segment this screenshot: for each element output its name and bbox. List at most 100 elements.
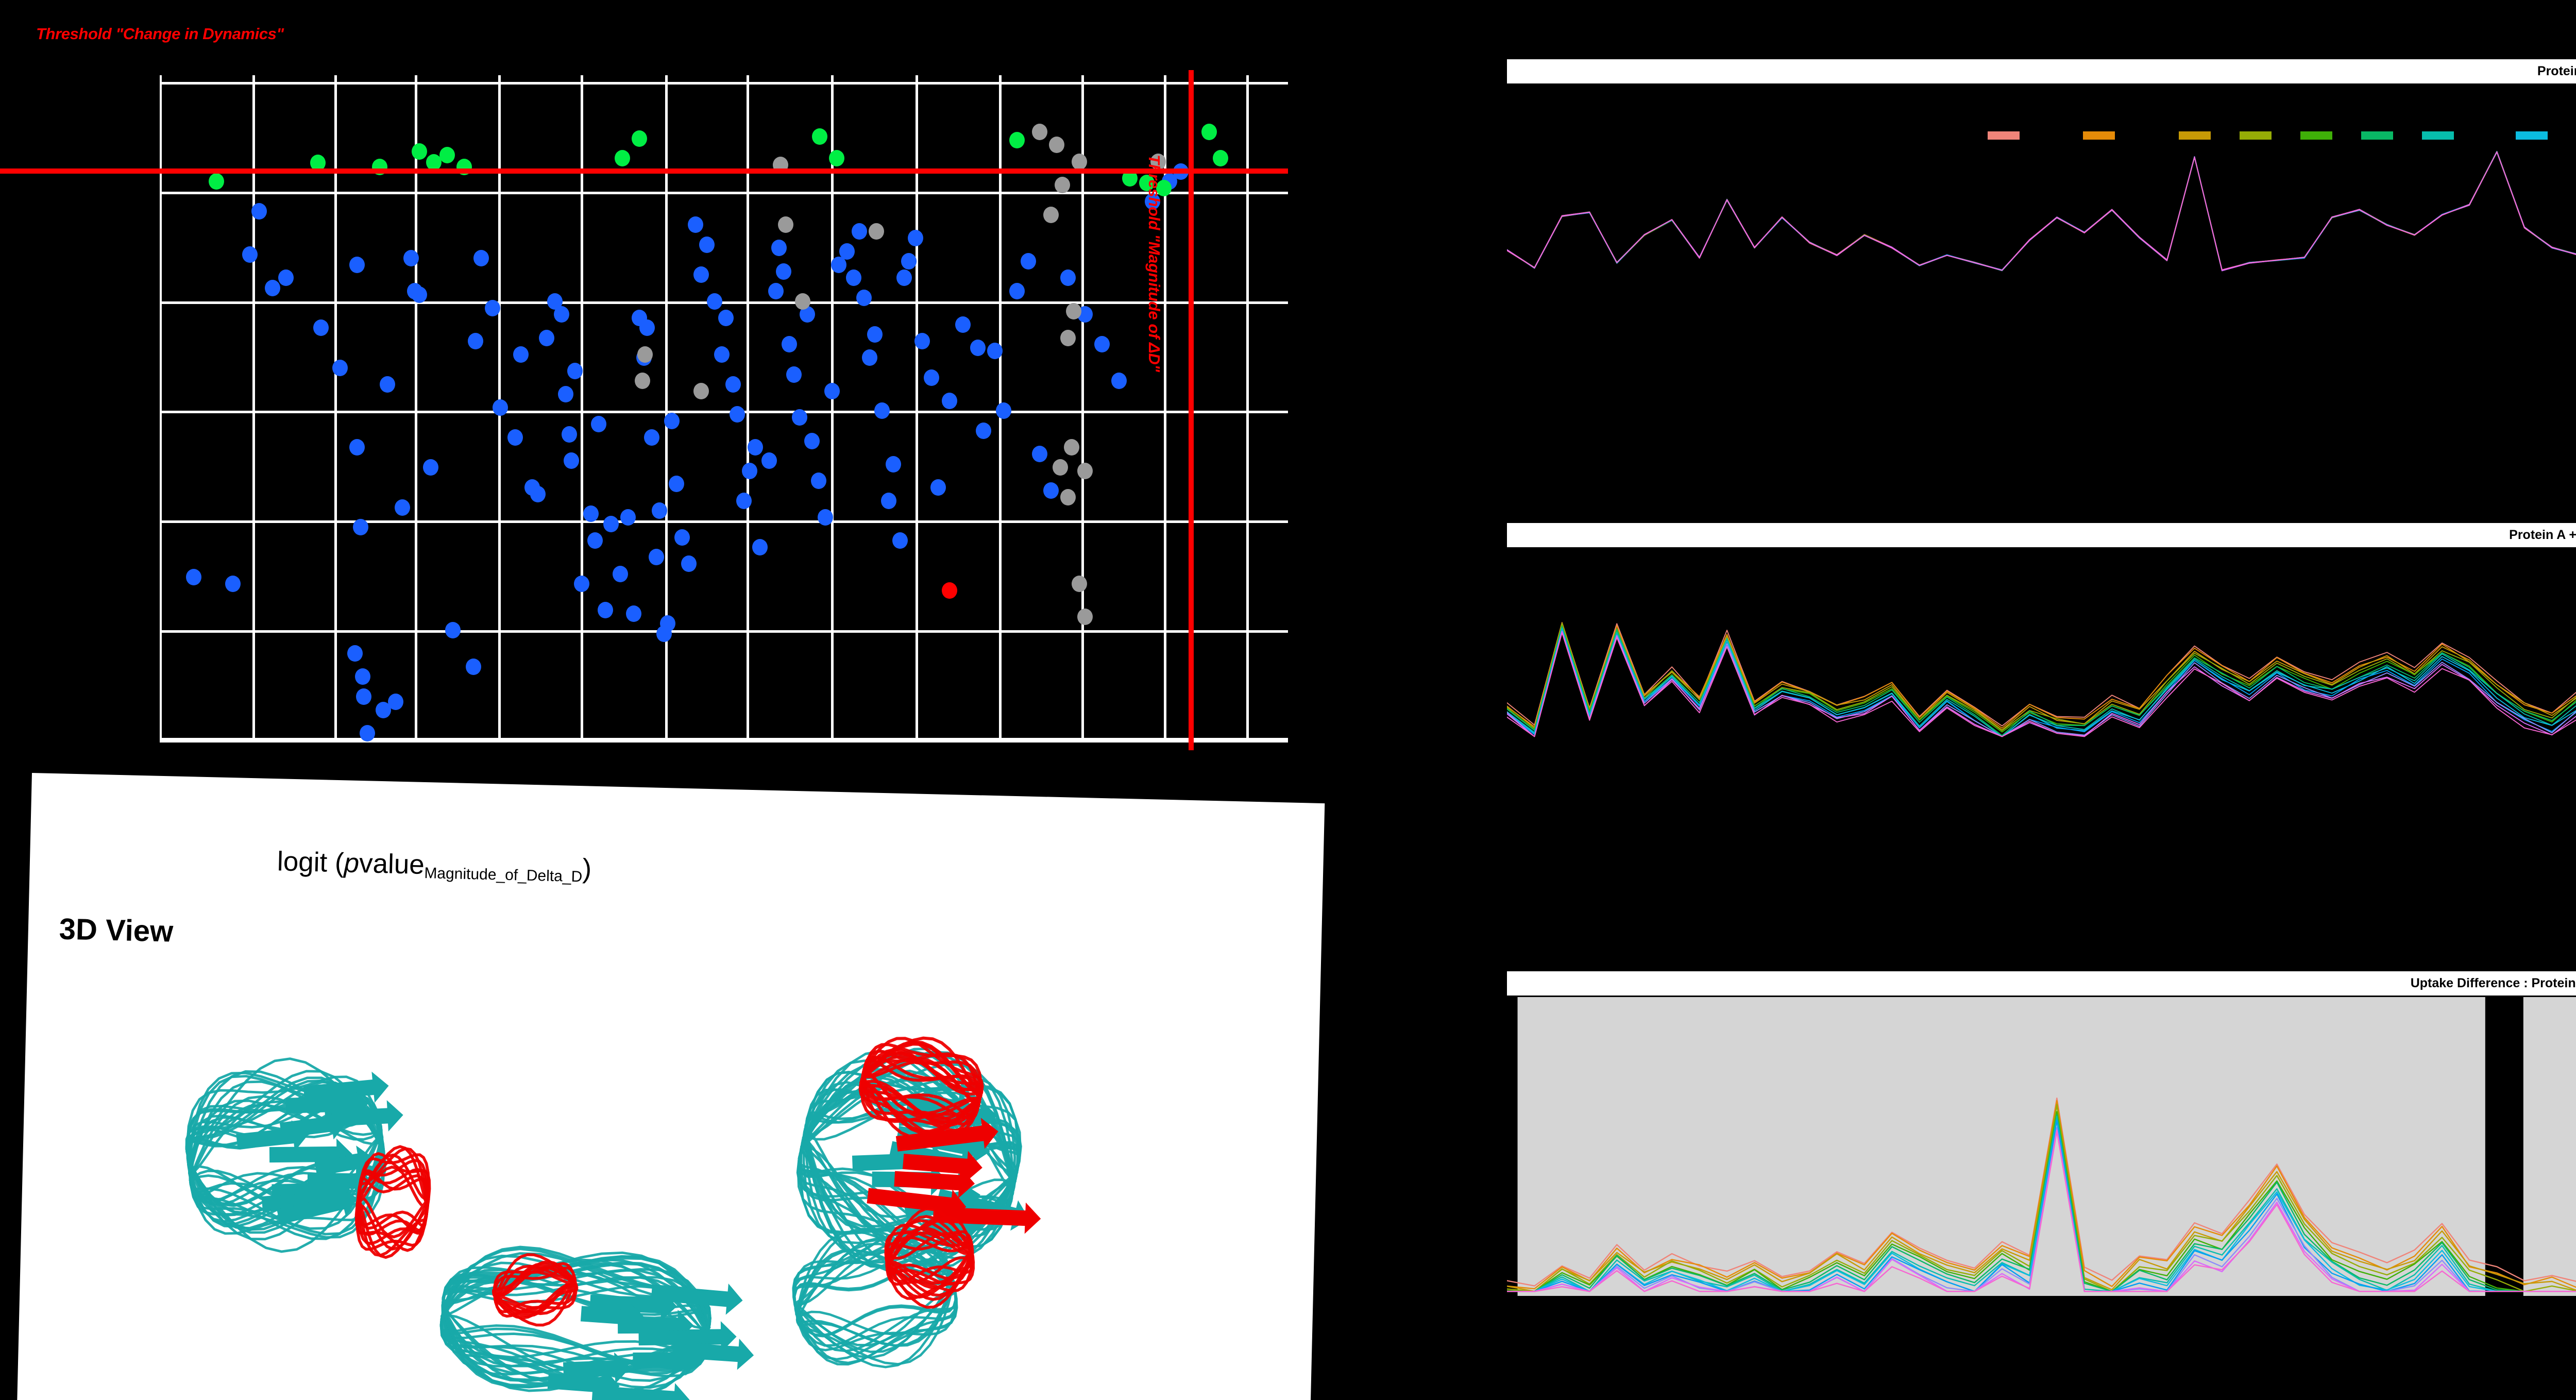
volcano-point[interactable] — [812, 128, 828, 145]
volcano-plot-area[interactable] — [0, 70, 1288, 750]
volcano-point[interactable] — [465, 659, 481, 676]
volcano-point[interactable] — [473, 249, 489, 266]
volcano-point[interactable] — [908, 230, 924, 247]
volcano-point[interactable] — [1065, 302, 1081, 319]
volcano-point[interactable] — [587, 532, 603, 549]
volcano-point[interactable] — [439, 146, 455, 163]
volcano-point[interactable] — [669, 476, 685, 493]
volcano-point[interactable] — [411, 286, 427, 303]
volcano-point[interactable] — [185, 568, 201, 585]
legend-swatch-5[interactable] — [2361, 131, 2393, 140]
legend-swatch-6[interactable] — [2422, 131, 2454, 140]
volcano-point[interactable] — [1055, 176, 1070, 193]
legend-swatch-7[interactable] — [2516, 131, 2548, 140]
legend-swatch-3[interactable] — [2240, 131, 2272, 140]
3d-view-panel[interactable]: logit (pvalueMagnitude_of_Delta_D) 3D Vi… — [16, 773, 1325, 1400]
panel-protein-a-plot[interactable] — [1507, 85, 2576, 276]
volcano-point[interactable] — [625, 605, 641, 622]
volcano-point[interactable] — [693, 382, 709, 399]
legend-swatch-0[interactable] — [1988, 131, 2020, 140]
volcano-point[interactable] — [620, 509, 636, 526]
volcano-point[interactable] — [352, 519, 368, 536]
volcano-point[interactable] — [1043, 206, 1059, 223]
timepoint-legend[interactable] — [1958, 126, 2576, 145]
volcano-point[interactable] — [845, 269, 861, 286]
volcano-point[interactable] — [332, 359, 348, 376]
volcano-point[interactable] — [558, 386, 574, 403]
volcano-point[interactable] — [901, 253, 917, 270]
volcano-point[interactable] — [539, 329, 555, 346]
volcano-point[interactable] — [1150, 153, 1166, 170]
volcano-point[interactable] — [829, 150, 844, 167]
volcano-point[interactable] — [278, 269, 294, 286]
volcano-point[interactable] — [659, 615, 675, 632]
volcano-point[interactable] — [810, 472, 826, 489]
volcano-point[interactable] — [313, 319, 329, 336]
volcano-point[interactable] — [394, 499, 410, 516]
volcano-point[interactable] — [426, 154, 442, 171]
legend-swatch-2[interactable] — [2179, 131, 2211, 140]
volcano-point[interactable] — [567, 363, 583, 380]
panel-protein-a-ligand[interactable]: Protein A + Ligand — [1507, 523, 2576, 739]
volcano-point[interactable] — [688, 216, 704, 233]
volcano-point[interactable] — [631, 130, 647, 147]
volcano-point[interactable] — [380, 376, 396, 393]
volcano-point[interactable] — [387, 694, 403, 711]
volcano-point[interactable] — [693, 266, 709, 283]
volcano-point[interactable] — [730, 406, 745, 423]
volcano-point[interactable] — [975, 423, 991, 440]
volcano-point[interactable] — [411, 143, 427, 160]
volcano-point[interactable] — [987, 343, 1003, 360]
volcano-point[interactable] — [355, 668, 371, 685]
volcano-point[interactable] — [507, 429, 523, 446]
volcano-point[interactable] — [445, 622, 461, 639]
volcano-point[interactable] — [468, 333, 484, 349]
volcano-point[interactable] — [664, 412, 680, 429]
volcano-point[interactable] — [349, 256, 365, 273]
volcano-point[interactable] — [736, 492, 752, 509]
volcano-point[interactable] — [485, 299, 501, 316]
volcano-point[interactable] — [530, 485, 546, 502]
panel-uptake-difference[interactable]: Uptake Difference : Protein A - (Protein… — [1507, 971, 2576, 1296]
volcano-point[interactable] — [761, 452, 777, 469]
volcano-point[interactable] — [1049, 137, 1065, 154]
volcano-point[interactable] — [1052, 459, 1068, 476]
volcano-point[interactable] — [885, 456, 901, 473]
volcano-point[interactable] — [1201, 123, 1217, 140]
volcano-point[interactable] — [1077, 462, 1093, 479]
volcano-point[interactable] — [930, 479, 946, 496]
volcano-point[interactable] — [795, 293, 811, 310]
volcano-point[interactable] — [867, 326, 883, 343]
volcano-point[interactable] — [996, 402, 1012, 419]
volcano-point[interactable] — [714, 346, 730, 363]
volcano-point[interactable] — [718, 309, 734, 326]
volcano-point[interactable] — [208, 173, 224, 190]
volcano-point[interactable] — [1212, 150, 1228, 167]
volcano-point[interactable] — [942, 393, 957, 410]
volcano-point[interactable] — [359, 725, 375, 742]
volcano-point[interactable] — [861, 349, 877, 366]
volcano-point[interactable] — [1060, 489, 1076, 506]
volcano-point[interactable] — [639, 319, 655, 336]
volcano-point[interactable] — [513, 346, 529, 363]
volcano-point[interactable] — [776, 263, 792, 280]
volcano-point[interactable] — [768, 283, 784, 300]
volcano-point[interactable] — [674, 529, 690, 546]
volcano-point[interactable] — [1021, 253, 1037, 270]
volcano-point[interactable] — [637, 346, 653, 363]
volcano-point[interactable] — [1032, 446, 1048, 463]
volcano-point[interactable] — [251, 203, 267, 220]
volcano-point[interactable] — [1156, 180, 1172, 197]
protein-ribbon-structure[interactable] — [89, 970, 1223, 1400]
volcano-point[interactable] — [574, 575, 590, 592]
volcano-point[interactable] — [242, 246, 258, 263]
volcano-point[interactable] — [791, 409, 807, 426]
panel-protein-a-ligand-plot[interactable] — [1507, 549, 2576, 739]
volcano-point[interactable] — [1060, 329, 1076, 346]
volcano-point[interactable] — [778, 216, 794, 233]
volcano-point[interactable] — [782, 336, 798, 353]
volcano-point[interactable] — [1071, 575, 1087, 592]
volcano-point[interactable] — [583, 505, 599, 522]
volcano-point[interactable] — [851, 223, 867, 240]
volcano-point[interactable] — [1009, 283, 1025, 300]
